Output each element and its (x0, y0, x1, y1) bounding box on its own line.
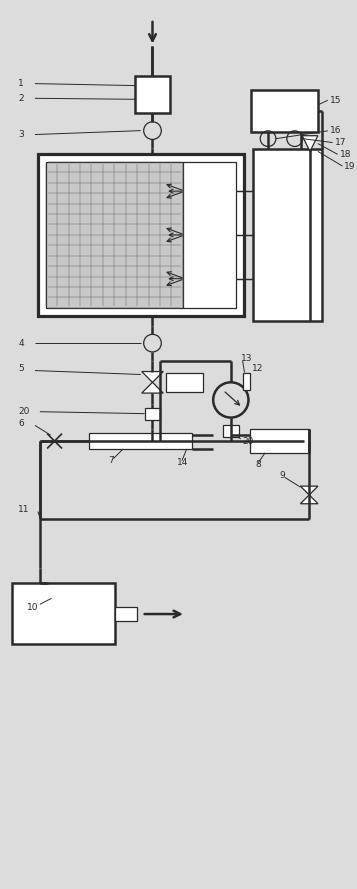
Polygon shape (302, 136, 318, 151)
Polygon shape (142, 382, 163, 393)
Text: 4: 4 (18, 339, 24, 348)
Text: 14: 14 (177, 458, 188, 467)
Text: 20: 20 (18, 407, 30, 416)
Text: 6: 6 (18, 419, 24, 428)
Text: 5: 5 (18, 364, 24, 373)
Text: 18: 18 (340, 150, 351, 159)
Polygon shape (142, 372, 163, 382)
Text: 13: 13 (241, 355, 252, 364)
Bar (223, 426, 239, 437)
Bar (89, 433, 192, 449)
Bar (115, 607, 137, 621)
Text: 17: 17 (335, 138, 346, 147)
Bar (253, 149, 322, 321)
Bar (250, 429, 309, 453)
Bar (243, 372, 250, 390)
Bar (251, 91, 318, 132)
Text: 12: 12 (252, 364, 264, 373)
Text: 10: 10 (27, 603, 39, 612)
Text: 7: 7 (109, 456, 114, 465)
Polygon shape (300, 486, 318, 495)
Polygon shape (300, 495, 318, 504)
Bar (12, 583, 115, 644)
Text: 19: 19 (345, 162, 356, 171)
Text: 9: 9 (280, 471, 286, 480)
Bar (135, 76, 170, 113)
Bar (183, 162, 236, 308)
Text: 2: 2 (18, 94, 24, 103)
Text: 15: 15 (330, 96, 341, 105)
Text: 8: 8 (255, 461, 261, 469)
Text: 20: 20 (243, 436, 254, 445)
Text: 16: 16 (330, 126, 341, 135)
Text: 11: 11 (18, 505, 30, 514)
Text: 1: 1 (18, 79, 24, 88)
Bar (38, 154, 243, 316)
Bar (145, 408, 160, 420)
Bar (46, 162, 183, 308)
Bar (166, 372, 203, 392)
Text: 3: 3 (18, 130, 24, 139)
